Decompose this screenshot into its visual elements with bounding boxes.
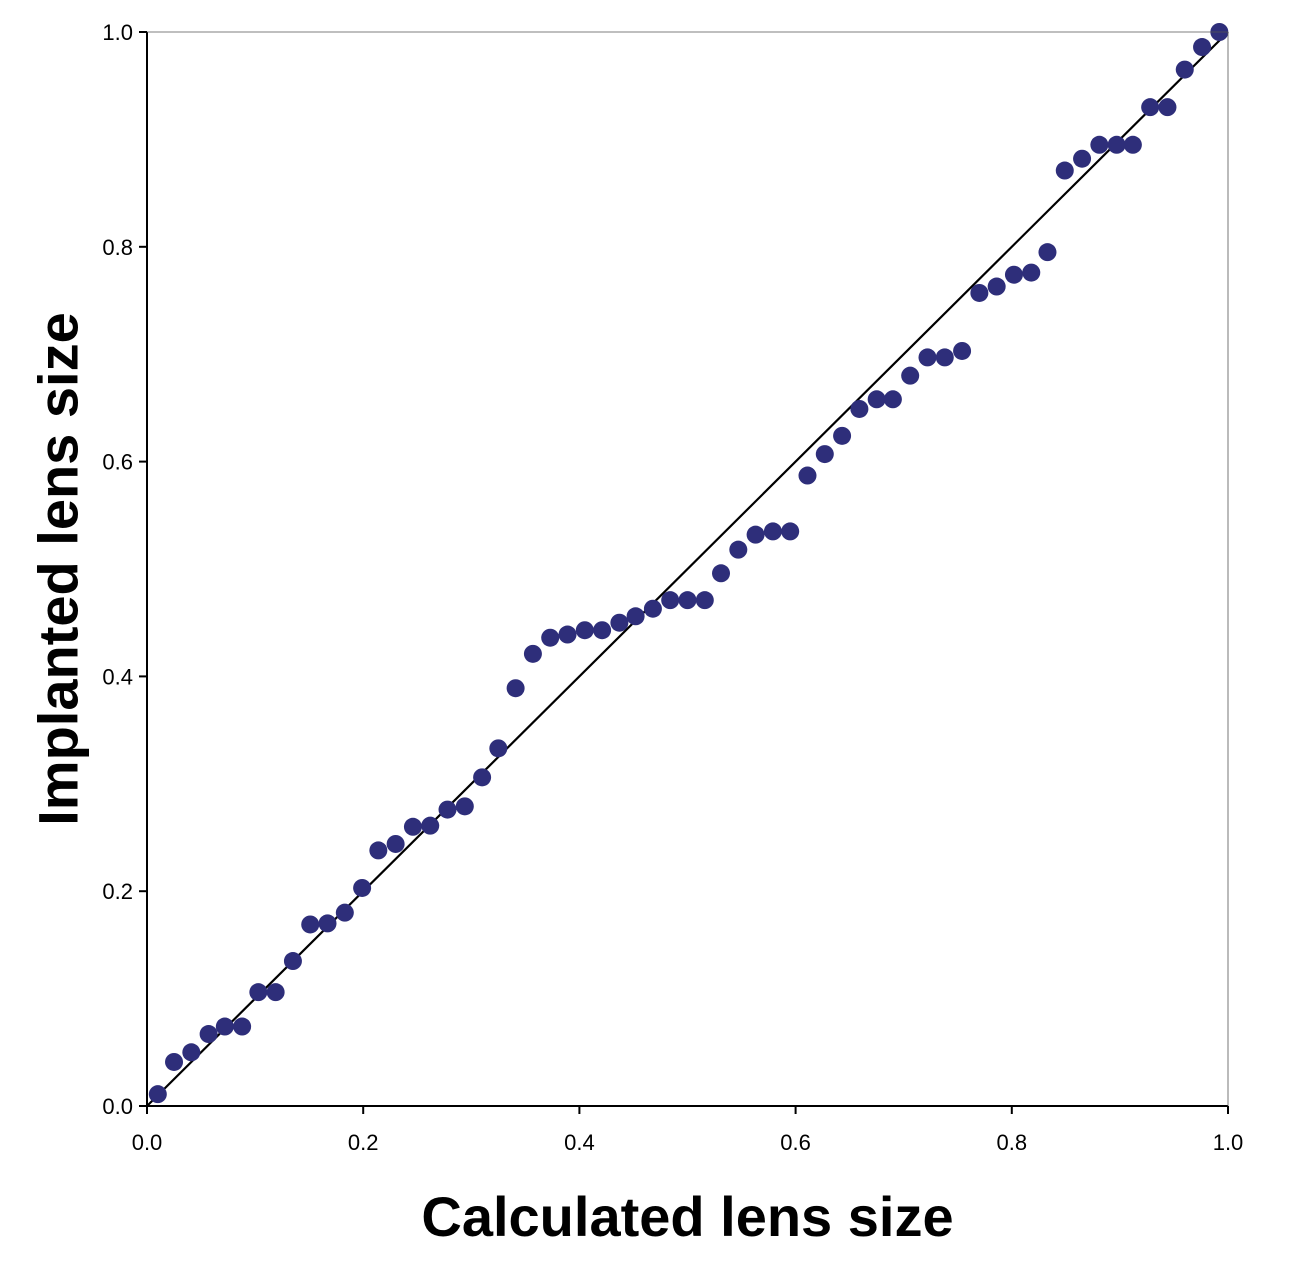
data-point <box>901 366 920 385</box>
data-point <box>403 817 422 836</box>
data-point <box>661 591 680 610</box>
data-point <box>249 983 268 1002</box>
data-point <box>833 426 852 445</box>
x-tick-label: 0.4 <box>564 1130 595 1155</box>
data-point <box>781 522 800 541</box>
x-axis-ticks: 0.0 0.2 0.4 0.6 0.8 1.0 <box>132 1106 1244 1155</box>
data-point <box>541 628 560 647</box>
data-point <box>729 540 748 559</box>
x-axis-title: Calculated lens size <box>421 1185 953 1248</box>
data-point <box>850 399 869 418</box>
x-tick-label: 0.6 <box>780 1130 811 1155</box>
x-tick-label: 0.0 <box>132 1130 163 1155</box>
data-point <box>1123 135 1142 154</box>
reference-line-group <box>146 31 1229 1107</box>
y-tick-label: 1.0 <box>102 20 133 45</box>
x-tick-label: 0.8 <box>997 1130 1028 1155</box>
data-point <box>1193 38 1212 57</box>
data-point <box>918 348 937 367</box>
data-point <box>678 591 697 610</box>
data-point <box>1158 98 1177 117</box>
data-point <box>1073 149 1092 168</box>
data-point <box>575 621 594 640</box>
data-point <box>1175 60 1194 79</box>
data-point <box>815 445 834 464</box>
reference-line <box>146 31 1229 1107</box>
data-point <box>523 644 542 663</box>
data-point <box>182 1043 201 1062</box>
data-point <box>199 1025 218 1044</box>
data-point <box>610 613 629 632</box>
data-point <box>1090 135 1109 154</box>
data-point <box>953 341 972 360</box>
data-point <box>438 800 457 819</box>
data-point <box>283 952 302 971</box>
data-point <box>558 625 577 644</box>
y-tick-label: 0.4 <box>102 664 133 689</box>
data-point <box>1038 243 1057 262</box>
data-point <box>1107 135 1126 154</box>
plot-frame-group <box>146 31 1229 1107</box>
data-point <box>935 348 954 367</box>
data-point <box>798 466 817 485</box>
data-point <box>695 591 714 610</box>
data-point <box>712 564 731 583</box>
data-point <box>763 522 782 541</box>
y-axis-title: Implanted lens size <box>27 312 90 826</box>
data-point <box>867 390 886 409</box>
data-point <box>318 914 337 933</box>
x-tick-label: 1.0 <box>1213 1130 1244 1155</box>
data-point <box>1022 263 1041 282</box>
data-point <box>489 739 508 758</box>
data-point <box>1055 161 1074 180</box>
data-point <box>473 768 492 787</box>
y-tick-label: 0.2 <box>102 879 133 904</box>
data-point <box>301 915 320 934</box>
data-point <box>369 841 388 860</box>
data-point <box>970 283 989 302</box>
data-point <box>165 1052 184 1071</box>
data-point <box>883 390 902 409</box>
y-tick-label: 0.0 <box>102 1094 133 1119</box>
y-tick-label: 0.6 <box>102 450 133 475</box>
y-axis-ticks: 0.0 0.2 0.4 0.6 0.8 1.0 <box>102 20 147 1119</box>
data-points-group <box>148 23 1229 1104</box>
x-tick-label: 0.2 <box>348 1130 379 1155</box>
data-point <box>233 1017 252 1036</box>
data-point <box>643 599 662 618</box>
data-point <box>746 525 765 544</box>
y-tick-label: 0.8 <box>102 235 133 260</box>
data-point <box>215 1017 234 1036</box>
data-point <box>353 878 372 897</box>
data-point <box>626 607 645 626</box>
data-point <box>987 277 1006 296</box>
data-point <box>335 903 354 922</box>
data-point <box>148 1085 167 1104</box>
data-point <box>386 834 405 853</box>
data-point <box>593 621 612 640</box>
data-point <box>266 983 285 1002</box>
data-point <box>421 816 440 835</box>
data-point <box>506 679 525 698</box>
data-point <box>1004 265 1023 284</box>
data-point <box>1141 98 1160 117</box>
data-point <box>455 797 474 816</box>
